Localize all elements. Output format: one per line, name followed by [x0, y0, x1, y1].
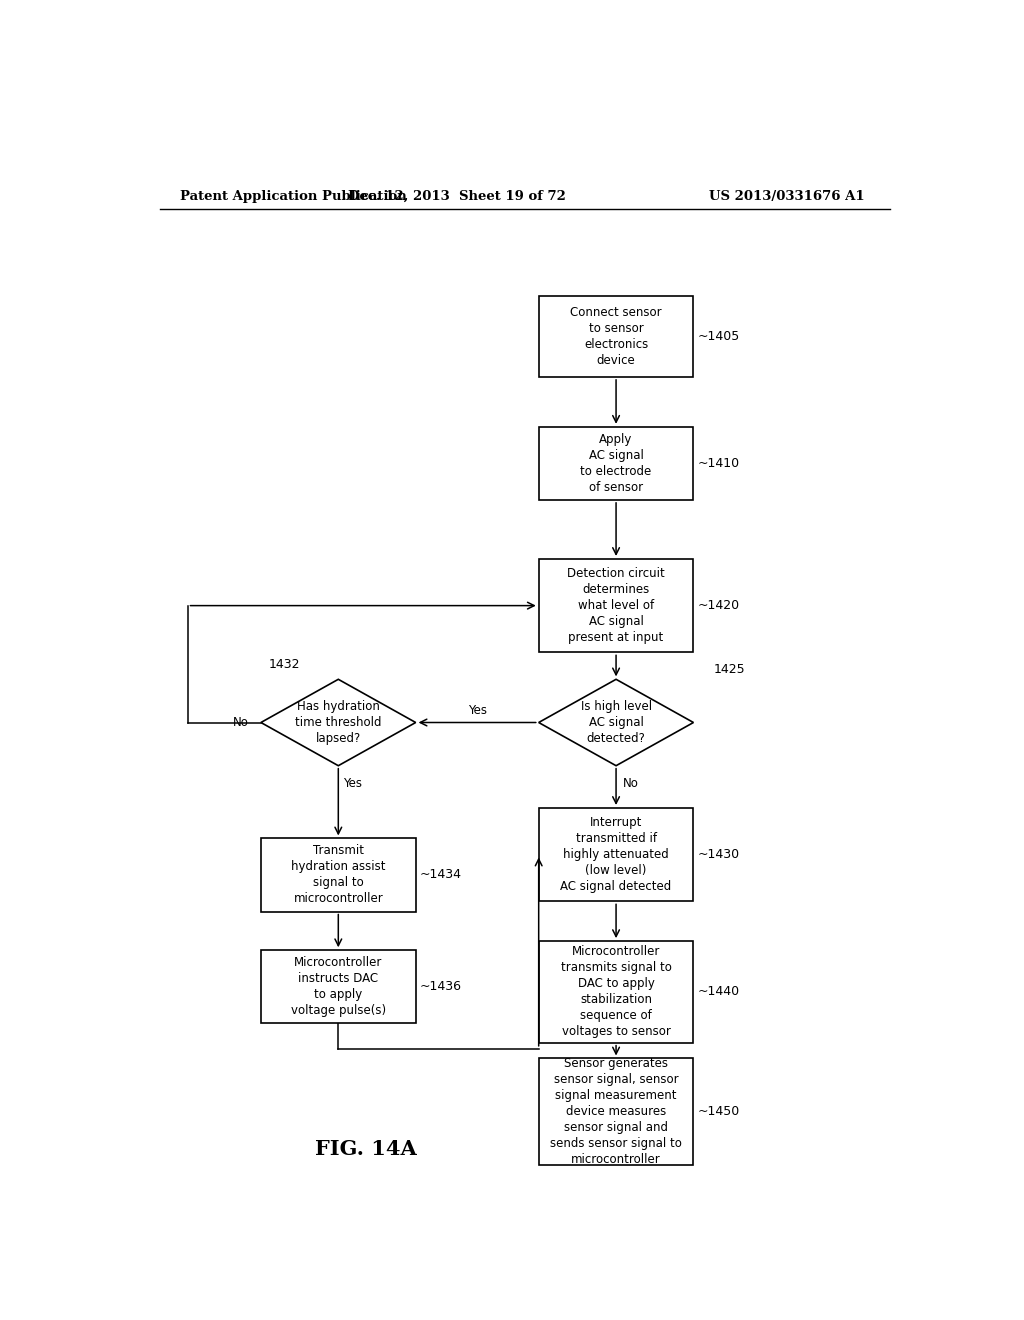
FancyBboxPatch shape — [539, 941, 693, 1043]
Text: ~1434: ~1434 — [420, 869, 462, 882]
Text: Transmit
hydration assist
signal to
microcontroller: Transmit hydration assist signal to micr… — [291, 845, 386, 906]
Text: Yes: Yes — [343, 777, 362, 791]
Text: Has hydration
time threshold
lapsed?: Has hydration time threshold lapsed? — [295, 700, 382, 744]
Text: Dec. 12, 2013  Sheet 19 of 72: Dec. 12, 2013 Sheet 19 of 72 — [348, 190, 566, 202]
Text: ~1420: ~1420 — [697, 599, 739, 612]
Text: Sensor generates
sensor signal, sensor
signal measurement
device measures
sensor: Sensor generates sensor signal, sensor s… — [550, 1057, 682, 1167]
Text: Interrupt
transmitted if
highly attenuated
(low level)
AC signal detected: Interrupt transmitted if highly attenuat… — [560, 816, 672, 894]
Polygon shape — [261, 680, 416, 766]
Text: ~1440: ~1440 — [697, 985, 739, 998]
Text: No: No — [623, 777, 638, 791]
FancyBboxPatch shape — [539, 1059, 693, 1166]
Text: Detection circuit
determines
what level of
AC signal
present at input: Detection circuit determines what level … — [567, 568, 665, 644]
FancyBboxPatch shape — [261, 950, 416, 1023]
Text: Apply
AC signal
to electrode
of sensor: Apply AC signal to electrode of sensor — [581, 433, 651, 494]
Text: ~1405: ~1405 — [697, 330, 739, 343]
Text: ~1430: ~1430 — [697, 849, 739, 861]
Polygon shape — [539, 680, 693, 766]
Text: FIG. 14A: FIG. 14A — [315, 1139, 417, 1159]
Text: Microcontroller
instructs DAC
to apply
voltage pulse(s): Microcontroller instructs DAC to apply v… — [291, 956, 386, 1018]
Text: Microcontroller
transmits signal to
DAC to apply
stabilization
sequence of
volta: Microcontroller transmits signal to DAC … — [560, 945, 672, 1039]
FancyBboxPatch shape — [539, 808, 693, 902]
Text: Is high level
AC signal
detected?: Is high level AC signal detected? — [581, 700, 651, 744]
Text: ~1410: ~1410 — [697, 457, 739, 470]
Text: ~1450: ~1450 — [697, 1105, 739, 1118]
Text: Patent Application Publication: Patent Application Publication — [179, 190, 407, 202]
FancyBboxPatch shape — [261, 838, 416, 912]
Text: 1425: 1425 — [714, 663, 744, 676]
Text: US 2013/0331676 A1: US 2013/0331676 A1 — [709, 190, 864, 202]
Text: No: No — [233, 715, 249, 729]
Text: Connect sensor
to sensor
electronics
device: Connect sensor to sensor electronics dev… — [570, 306, 662, 367]
Text: Yes: Yes — [468, 704, 486, 717]
FancyBboxPatch shape — [539, 426, 693, 500]
Text: ~1436: ~1436 — [420, 981, 462, 993]
Text: 1432: 1432 — [269, 657, 300, 671]
FancyBboxPatch shape — [539, 296, 693, 378]
FancyBboxPatch shape — [539, 558, 693, 652]
